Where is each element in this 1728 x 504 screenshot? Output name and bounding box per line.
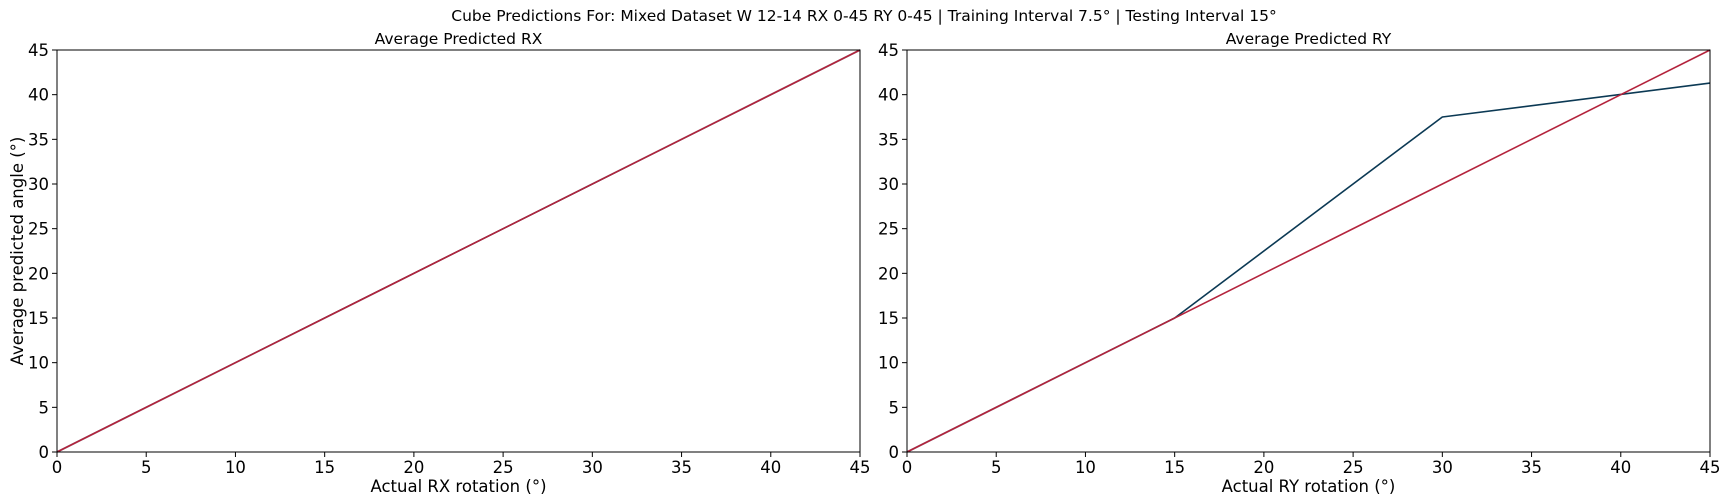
axes-title: Average Predicted RX xyxy=(375,30,543,48)
x-tick-label: 10 xyxy=(225,458,246,477)
chart-panel-2: 0 5 10 15 20 25 30 35 40 45 0 5 10 15 20 25 30 35 40 45 Aver… xyxy=(878,30,1721,496)
x-tick-label: 25 xyxy=(1343,458,1364,477)
x-tick-label: 30 xyxy=(1432,458,1453,477)
x-tick-label: 20 xyxy=(403,458,424,477)
x-tick-label: 5 xyxy=(141,458,152,477)
x-tick-label: 25 xyxy=(493,458,514,477)
y-tick-label: 40 xyxy=(28,86,49,105)
x-tick-label: 35 xyxy=(1521,458,1542,477)
y-tick-label: 10 xyxy=(28,354,49,373)
x-tick-label: 15 xyxy=(314,458,335,477)
y-tick-label: 10 xyxy=(878,354,899,373)
series-line-1 xyxy=(906,82,1711,453)
y-tick-label: 35 xyxy=(878,130,899,149)
y-tick-label: 0 xyxy=(39,443,50,462)
x-tick-label: 20 xyxy=(1253,458,1274,477)
y-tick-label: 5 xyxy=(889,398,900,417)
x-tick-label: 30 xyxy=(582,458,603,477)
x-tick-label: 15 xyxy=(1164,458,1185,477)
y-tick-label: 0 xyxy=(889,443,900,462)
series-line-2 xyxy=(56,49,861,453)
x-tick-label: 35 xyxy=(671,458,692,477)
axes-frame xyxy=(56,49,861,453)
y-tick-label: 25 xyxy=(878,220,899,239)
x-tick-label: 0 xyxy=(902,458,913,477)
axes-frame xyxy=(906,49,1711,453)
axes-title: Average Predicted RY xyxy=(1226,30,1392,48)
x-axis-label: Actual RX rotation (°) xyxy=(370,477,546,496)
x-tick-label: 40 xyxy=(760,458,781,477)
y-tick-label: 15 xyxy=(878,309,899,328)
y-tick-label: 15 xyxy=(28,309,49,328)
x-tick-label: 10 xyxy=(1075,458,1096,477)
y-tick-label: 45 xyxy=(28,41,49,60)
x-tick-label: 5 xyxy=(991,458,1002,477)
x-tick-label: 0 xyxy=(52,458,63,477)
x-tick-label: 45 xyxy=(1700,458,1721,477)
figure-title: Cube Predictions For: Mixed Dataset W 12… xyxy=(451,7,1277,25)
x-tick-label: 45 xyxy=(850,458,871,477)
series-line-2 xyxy=(906,49,1711,453)
y-tick-label: 35 xyxy=(28,130,49,149)
x-axis-label: Actual RY rotation (°) xyxy=(1222,477,1396,496)
y-tick-label: 45 xyxy=(878,41,899,60)
y-tick-label: 30 xyxy=(28,175,49,194)
y-tick-label: 20 xyxy=(28,264,49,283)
y-tick-label: 5 xyxy=(39,398,50,417)
y-tick-label: 30 xyxy=(878,175,899,194)
y-tick-label: 40 xyxy=(878,86,899,105)
y-tick-label: 20 xyxy=(878,264,899,283)
y-axis-label: Average predicted angle (°) xyxy=(8,137,27,366)
y-tick-label: 25 xyxy=(28,220,49,239)
x-tick-label: 40 xyxy=(1610,458,1631,477)
chart-panel-1: 0 5 10 15 20 25 30 35 40 45 0 5 10 15 20 25 30 35 40 45 Aver… xyxy=(8,30,871,496)
